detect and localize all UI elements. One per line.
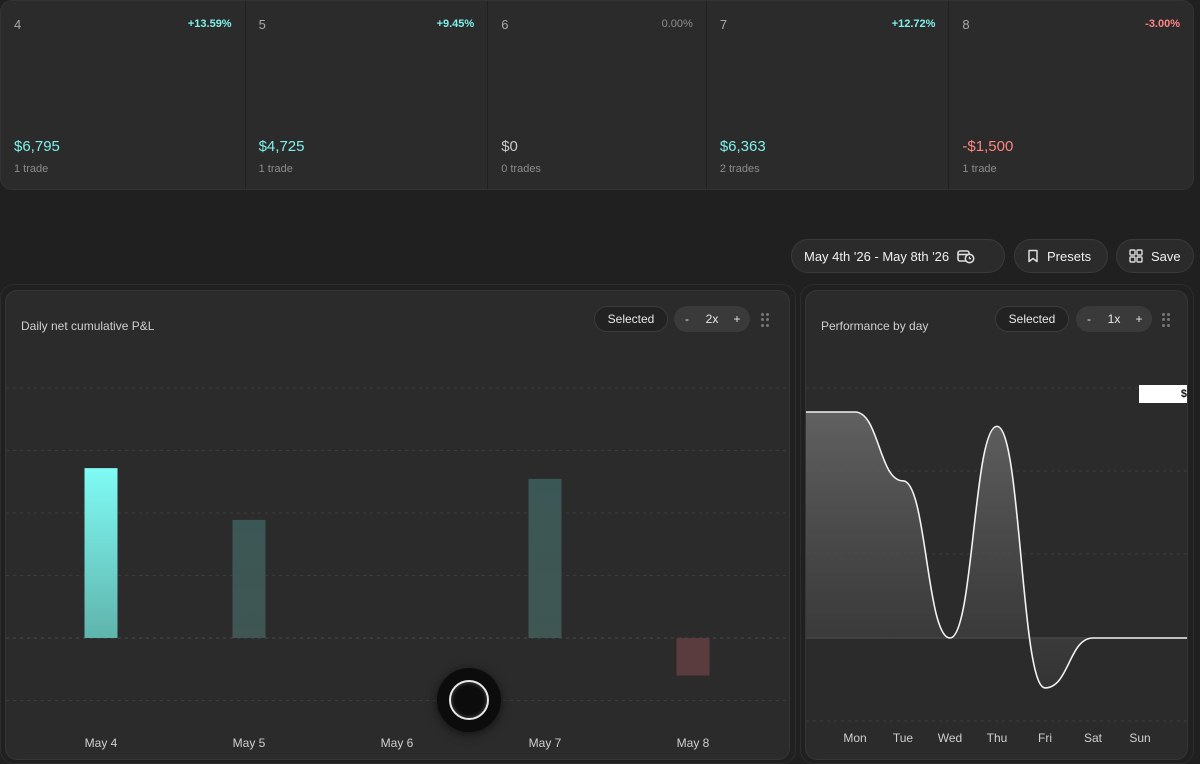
zoom-out-button[interactable]: - (685, 312, 689, 326)
daily-pnl-bar-chart: May 4 May 5 May 6 May 7 May 8 (6, 387, 789, 750)
selected-filter-button[interactable]: Selected (594, 306, 668, 332)
date-range-picker[interactable]: May 4th '26 - May 8th '26 (791, 239, 1005, 273)
x-tick-label: Mon (843, 731, 866, 745)
drag-handle-icon[interactable] (1162, 313, 1170, 327)
record-ring-icon (449, 680, 489, 720)
presets-label: Presets (1047, 248, 1092, 264)
zoom-level: 1x (1107, 312, 1121, 326)
day-return-percent: +12.72% (891, 18, 936, 30)
x-tick-label: May 4 (85, 736, 118, 750)
save-label: Save (1151, 248, 1181, 264)
x-tick-label: May 5 (233, 736, 266, 750)
bar-may-4[interactable] (84, 468, 118, 638)
zoom-in-button[interactable]: + (733, 312, 741, 326)
day-trade-count: 0 trades (501, 163, 541, 175)
record-button[interactable] (437, 668, 501, 732)
bar-may-5[interactable] (232, 519, 266, 638)
grid-icon (1129, 249, 1143, 263)
x-tick-label: Wed (938, 731, 962, 745)
panel-title: Performance by day (821, 319, 929, 333)
x-tick-label: Sun (1129, 731, 1150, 745)
day-return-percent: -3.00% (1145, 18, 1181, 30)
bar-may-7[interactable] (528, 478, 562, 638)
day-card[interactable]: 5 +9.45% $4,725 1 trade (246, 1, 489, 189)
performance-area (806, 412, 1187, 688)
day-number: 5 (258, 17, 266, 32)
day-trade-count: 1 trade (258, 163, 293, 175)
panel-title: Daily net cumulative P&L (21, 319, 155, 333)
chart-tooltip: $ (1139, 385, 1187, 403)
x-tick-label: May 8 (677, 736, 710, 750)
bar-may-8[interactable] (676, 638, 710, 676)
day-summary-cards: 4 +13.59% $6,795 1 trade 5 +9.45% $4,725 1 trad… (0, 0, 1194, 190)
tooltip-value: $ (1180, 388, 1187, 400)
performance-by-day-panel: Performance by day Selected - 1x + Mon Tu… (805, 290, 1188, 760)
day-pnl-amount: $6,363 (719, 138, 766, 155)
zoom-control: - 2x + (674, 306, 750, 332)
daily-pnl-panel: Daily net cumulative P&L Selected - 2x +… (5, 290, 790, 760)
drag-handle-icon[interactable] (761, 313, 769, 327)
day-pnl-amount: $6,795 (14, 138, 60, 155)
date-range-label: May 4th '26 - May 8th '26 (804, 248, 950, 264)
day-pnl-amount: $4,725 (258, 138, 305, 155)
day-pnl-amount: $0 (501, 138, 518, 155)
x-tick-label: May 6 (381, 736, 414, 750)
selected-filter-label: Selected (1008, 312, 1056, 326)
day-number: 4 (14, 17, 22, 32)
selected-filter-label: Selected (607, 312, 655, 326)
performance-by-day-area-chart: Mon Tue Wed Thu Fri Sat Sun (806, 387, 1188, 745)
x-tick-label: Thu (987, 731, 1008, 745)
day-card[interactable]: 6 0.00% $0 0 trades (488, 1, 707, 189)
day-return-percent: +13.59% (187, 18, 232, 30)
performance-line[interactable] (806, 411, 1188, 689)
bookmark-icon (1027, 249, 1039, 263)
day-card[interactable]: 7 +12.72% $6,363 2 trades (707, 1, 950, 189)
x-tick-label: Tue (893, 731, 914, 745)
x-tick-label: Sat (1084, 731, 1103, 745)
x-tick-label: Fri (1038, 731, 1052, 745)
day-card[interactable]: 4 +13.59% $6,795 1 trade (1, 1, 246, 189)
day-number: 6 (501, 17, 509, 32)
day-pnl-amount: -$1,500 (962, 138, 1014, 155)
calendar-clock-icon (957, 248, 975, 264)
day-trade-count: 1 trade (14, 163, 49, 175)
day-number: 7 (719, 17, 728, 32)
zoom-level: 2x (705, 312, 719, 326)
presets-button[interactable]: Presets (1014, 239, 1108, 273)
day-trade-count: 1 trade (962, 163, 997, 175)
day-card[interactable]: 8 -3.00% -$1,500 1 trade (949, 1, 1193, 189)
x-tick-label: May 7 (529, 736, 562, 750)
zoom-control: - 1x + (1076, 306, 1152, 332)
save-button[interactable]: Save (1116, 239, 1194, 273)
day-return-percent: 0.00% (661, 18, 693, 30)
zoom-out-button[interactable]: - (1087, 312, 1091, 326)
selected-filter-button[interactable]: Selected (995, 306, 1069, 332)
day-return-percent: +9.45% (436, 18, 475, 30)
day-trade-count: 2 trades (719, 163, 760, 175)
day-number: 8 (962, 17, 970, 32)
zoom-in-button[interactable]: + (1135, 312, 1143, 326)
